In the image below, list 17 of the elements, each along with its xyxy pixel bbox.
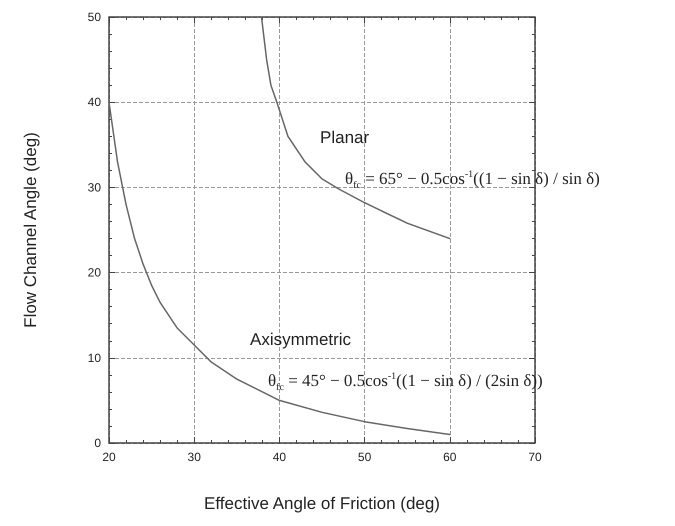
y-tick-label: 20 — [88, 266, 102, 280]
y-tick-label: 10 — [88, 350, 102, 365]
y-tick-label: 40 — [88, 95, 102, 110]
x-tick-label: 70 — [528, 450, 542, 464]
series-label: Axisymmetric — [250, 330, 352, 350]
x-tick-label: 30 — [188, 450, 202, 464]
x-tick-label: 60 — [443, 450, 457, 464]
y-tick-label: 0 — [94, 436, 102, 450]
x-axis-title: Effective Angle of Friction (deg) — [204, 494, 440, 513]
x-tick-label: 50 — [358, 450, 372, 464]
x-tick-label: 40 — [272, 450, 286, 464]
y-tick-label: 30 — [88, 180, 102, 194]
y-axis-title: Flow Channel Angle (deg) — [21, 132, 40, 328]
annotation: θ$_{fc}$ = 65° − 0.5cos$^{-1}$((1 − sin δ) / sin δ) — [345, 168, 600, 192]
x-tick-label: 20 — [102, 450, 116, 464]
y-tick-label: 50 — [88, 10, 102, 24]
series-label: Planar — [320, 128, 370, 148]
